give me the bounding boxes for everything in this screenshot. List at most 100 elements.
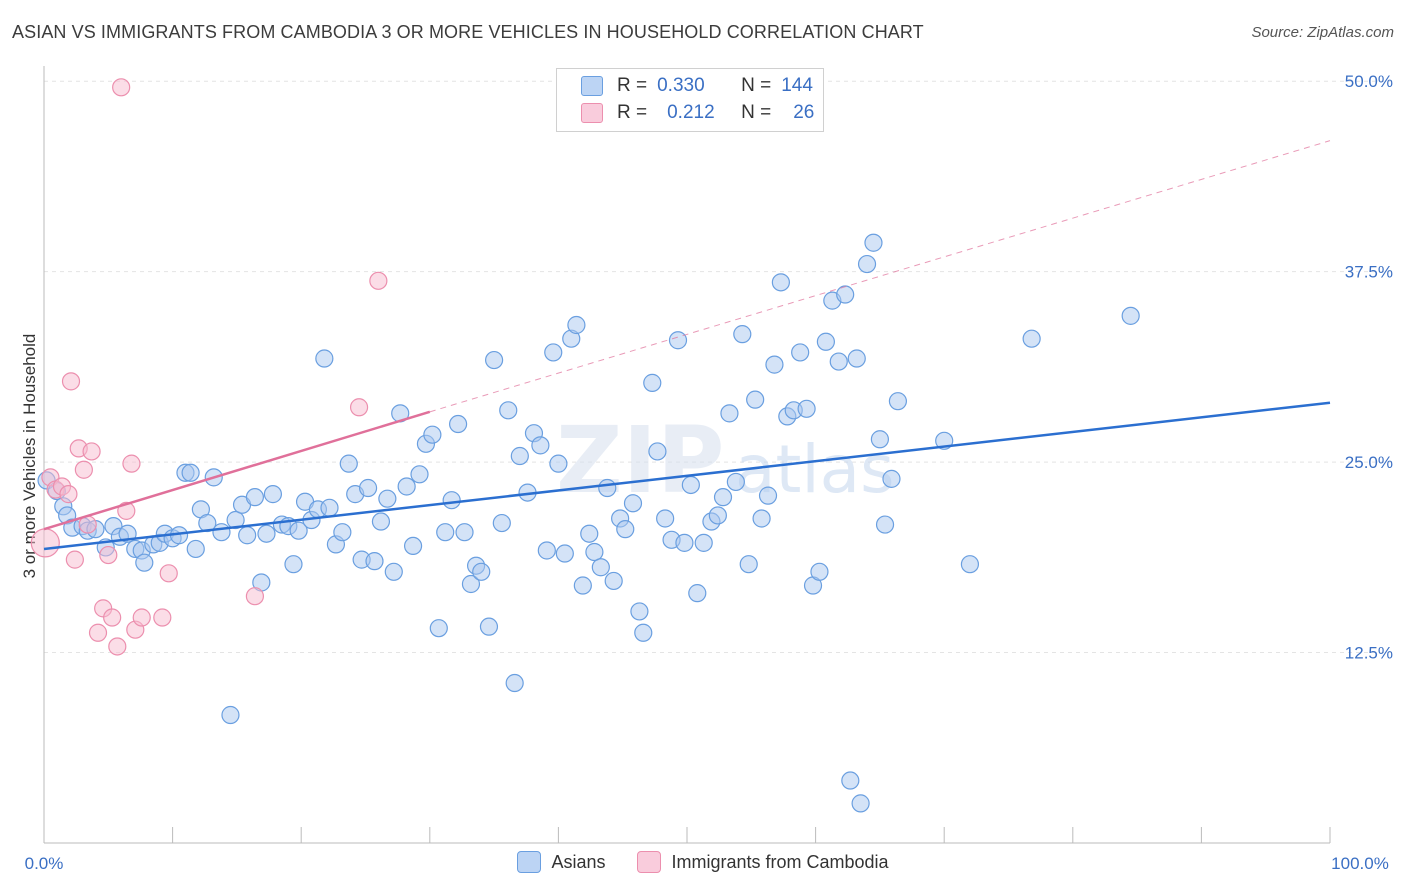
asians-point	[423, 425, 442, 444]
asians-point	[960, 555, 980, 574]
n-label: N =	[741, 102, 772, 123]
asians-point	[797, 399, 816, 418]
asians-point	[630, 602, 649, 621]
cambodia-legend-swatch	[637, 851, 662, 873]
asians-point	[263, 485, 283, 504]
asians-point	[656, 509, 675, 528]
asians-point	[371, 512, 391, 531]
asians-point	[726, 472, 745, 492]
asians-point	[226, 510, 245, 530]
series-legend: Asians Immigrants from Cambodia	[0, 851, 1406, 873]
asians-point	[864, 233, 883, 252]
cambodia-point	[369, 271, 388, 290]
asians-point	[135, 553, 154, 572]
legend-item-cambodia[interactable]: Immigrants from Cambodia	[637, 851, 889, 873]
asians-point	[836, 285, 855, 304]
asians-point	[510, 446, 529, 466]
asians-point	[284, 555, 303, 574]
watermark-atlas: atlas	[735, 431, 895, 508]
asians-point	[245, 488, 265, 507]
asians-point	[455, 523, 474, 542]
cambodia-point	[349, 398, 369, 417]
legend-item-asians[interactable]: Asians	[517, 851, 605, 873]
y-tick-label: 50.0%	[1345, 72, 1393, 91]
asians-point	[765, 355, 784, 374]
cambodia-point	[122, 454, 141, 473]
chart-title: ASIAN VS IMMIGRANTS FROM CAMBODIA 3 OR M…	[12, 22, 924, 42]
legend-row-asians: R = 0.330 N = 144	[581, 73, 813, 99]
cambodia-point	[108, 637, 127, 656]
cambodia-point	[132, 608, 151, 627]
asians-point	[339, 454, 358, 473]
cambodia-point	[153, 608, 172, 627]
asians-point	[585, 542, 604, 562]
asians-point	[648, 442, 667, 461]
asians-point	[888, 392, 908, 411]
asians-point	[499, 401, 518, 420]
asians-point	[549, 454, 568, 473]
asians-point	[829, 352, 848, 371]
asians-point	[708, 506, 727, 525]
asians-point	[733, 325, 752, 344]
cambodia-point	[112, 78, 131, 97]
cambodia-point	[99, 545, 118, 565]
source-label: Source: ZipAtlas.com	[1251, 24, 1394, 41]
asians-point	[752, 509, 771, 528]
asians-point	[870, 430, 890, 449]
correlation-legend: R = 0.330 N = 144 R = 0.212 N = 26	[556, 68, 824, 132]
asians-point	[410, 465, 429, 484]
asians-point	[429, 619, 448, 638]
asians-point	[238, 526, 257, 545]
asians-point	[713, 488, 733, 507]
asians-point	[791, 343, 810, 362]
asians-point	[485, 350, 504, 370]
asians-point	[875, 515, 895, 534]
asians-point	[212, 523, 231, 542]
asians-point	[537, 541, 556, 560]
r-value: 0.212	[667, 102, 715, 123]
asians-point	[851, 794, 870, 813]
asians-trend-line	[43, 401, 1331, 551]
cambodia-point	[88, 623, 108, 642]
asians-point	[604, 571, 623, 591]
asians-point	[746, 390, 765, 409]
cambodia-point	[103, 608, 122, 627]
tick-label-layer: 12.5% 25.0% 37.5% 50.0% 0.0% 100.0%	[25, 72, 1393, 873]
r-label: R =	[617, 102, 648, 123]
asians-point	[461, 574, 481, 594]
y-tick-label: 12.5%	[1345, 644, 1393, 663]
cambodia-point	[65, 550, 84, 569]
asians-legend-label: Asians	[551, 851, 606, 872]
asians-point	[320, 498, 339, 517]
asians-point	[1121, 306, 1140, 325]
asians-point	[492, 513, 511, 533]
asians-point	[816, 332, 835, 351]
x-tick-label-min: 0.0%	[25, 854, 64, 873]
asians-point	[591, 558, 610, 577]
asians-point	[758, 486, 778, 505]
cambodia-point	[82, 442, 101, 461]
cambodia-point	[59, 485, 78, 504]
asians-point	[448, 414, 468, 434]
asians-point	[598, 478, 617, 498]
x-tick-label-max: 100.0%	[1331, 854, 1389, 873]
cambodia-legend-label: Immigrants from Cambodia	[671, 851, 889, 872]
asians-point	[573, 576, 592, 595]
asians-point	[857, 254, 877, 274]
cambodia-trend-line	[43, 410, 431, 531]
axis-layer	[43, 66, 1331, 844]
asians-point	[384, 562, 403, 581]
asians-point	[221, 705, 240, 725]
grid-layer	[44, 80, 1395, 654]
asians-point	[479, 617, 499, 636]
cambodia-trend-extension	[429, 140, 1331, 413]
asians-point	[358, 478, 378, 498]
asians-point	[531, 436, 550, 455]
trend-layer	[43, 140, 1331, 551]
asians-point	[688, 584, 707, 603]
asians-point	[181, 463, 200, 482]
cambodia-swatch	[581, 103, 603, 123]
asians-point	[436, 523, 455, 542]
asians-swatch	[581, 76, 603, 96]
